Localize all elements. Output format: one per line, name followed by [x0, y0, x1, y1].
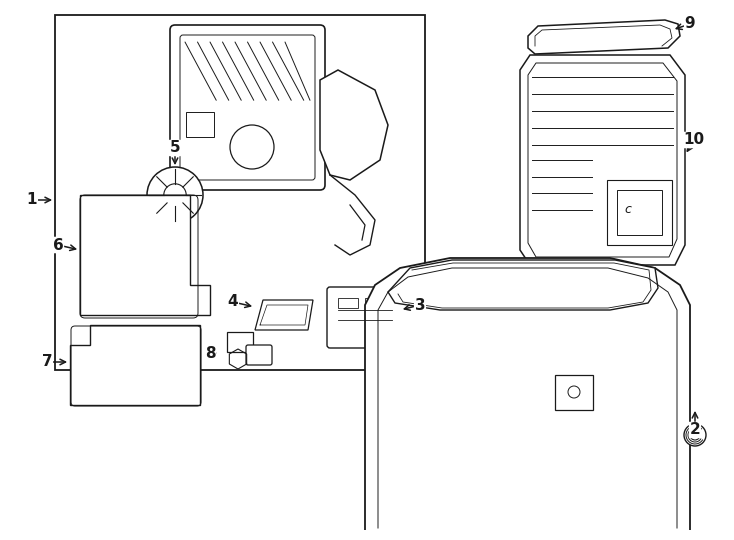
Bar	[617, 190, 662, 235]
Polygon shape	[388, 260, 658, 310]
Circle shape	[230, 125, 274, 169]
Polygon shape	[70, 325, 200, 405]
Circle shape	[690, 430, 700, 440]
Text: 2: 2	[690, 422, 700, 437]
Polygon shape	[365, 258, 690, 530]
Bar	[186, 112, 214, 137]
FancyBboxPatch shape	[246, 345, 272, 365]
Bar	[55, 15, 425, 370]
Polygon shape	[520, 55, 685, 265]
Text: 10: 10	[683, 132, 705, 147]
Bar	[607, 180, 672, 245]
Polygon shape	[320, 70, 388, 180]
Text: 8: 8	[205, 346, 215, 361]
FancyBboxPatch shape	[180, 35, 315, 180]
Polygon shape	[255, 300, 313, 330]
Text: 7: 7	[42, 354, 52, 369]
Text: c: c	[624, 203, 631, 216]
Text: 9: 9	[685, 17, 695, 31]
Polygon shape	[528, 20, 680, 54]
FancyBboxPatch shape	[327, 287, 403, 348]
Text: 5: 5	[170, 140, 181, 156]
Text: 4: 4	[228, 294, 239, 309]
Bar	[555, 375, 593, 410]
Bar	[338, 298, 358, 308]
Circle shape	[164, 184, 186, 206]
Bar	[365, 298, 385, 308]
Circle shape	[568, 386, 580, 398]
Circle shape	[684, 424, 706, 446]
Circle shape	[147, 167, 203, 223]
Polygon shape	[80, 195, 210, 315]
Text: 6: 6	[53, 238, 63, 253]
FancyBboxPatch shape	[170, 25, 325, 190]
Text: 3: 3	[415, 298, 425, 313]
FancyBboxPatch shape	[227, 332, 253, 352]
Text: 1: 1	[26, 192, 37, 207]
